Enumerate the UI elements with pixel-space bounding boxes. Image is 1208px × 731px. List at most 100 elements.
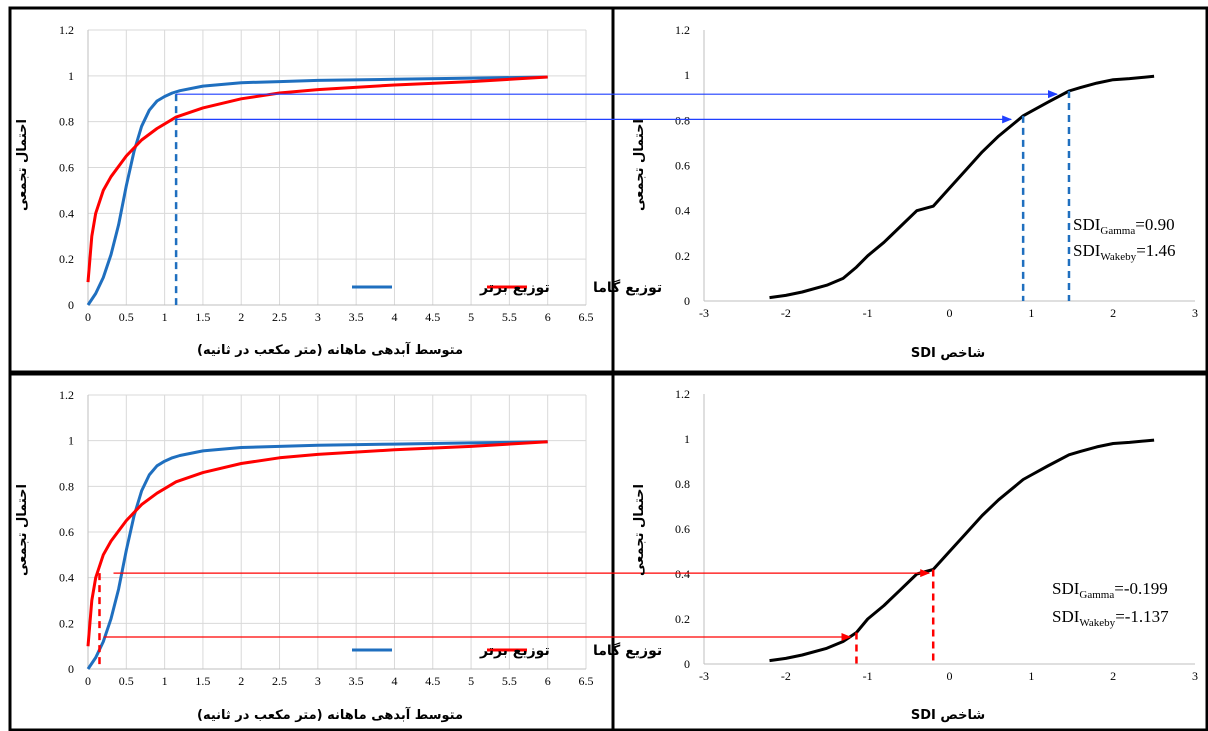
panel-border-bottom-right (611, 372, 1208, 731)
y-tick-label: 0.6 (59, 161, 74, 175)
x-tick-label: 0.5 (119, 674, 134, 688)
x-tick-label: 0 (947, 306, 953, 320)
y-tick-label: 0.8 (675, 477, 690, 491)
y-tick-label: 1 (684, 432, 690, 446)
x-tick-label: 2 (238, 674, 244, 688)
x-tick-label: 3 (315, 310, 321, 324)
flow-chart-top: 0 0.5 1 1.5 2 2.5 3 3.5 4 4.5 5 5.5 6 6.5 0 0.2 0.4 0.6 0.… (59, 23, 594, 324)
x-tick-label: 6 (545, 310, 551, 324)
x-tick-label: 5 (468, 310, 474, 324)
y-tick-label: 0 (684, 294, 690, 308)
legend-label-gamma: توزیع گاما (593, 642, 662, 659)
x-tick-label: 1 (162, 310, 168, 324)
x-tick-label: -1 (863, 306, 873, 320)
x-tick-label: 4 (391, 674, 397, 688)
y-tick-label: 0.2 (675, 612, 690, 626)
x-tick-label: 2.5 (272, 310, 287, 324)
y-tick-label: 1 (68, 434, 74, 448)
legend-bottom: توزیع گاما توزیع برتر (352, 642, 662, 659)
y-tick-label: 0.4 (675, 204, 690, 218)
y-tick-label: 0.2 (675, 249, 690, 263)
annotation-sdi-gamma-bottom: SDIGamma=-0.199 (1052, 579, 1168, 601)
sdi-chart-bottom: -3 -2 -1 0 1 2 3 0 0.2 0.4 0.6 0.8 1 1.2 (675, 387, 1198, 683)
series-line-wakeby (86, 75, 548, 306)
y-tick-label: 1 (68, 69, 74, 83)
x-tick-label: 0 (85, 310, 91, 324)
x-tick-label: -3 (699, 669, 709, 683)
panel-border-top-left (8, 6, 615, 374)
x-axis-label-flow-top: متوسط آبدهی ماهانه (متر مکعب در ثانیه) (197, 341, 463, 358)
x-tick-label: 6.5 (579, 310, 594, 324)
sdi-chart-top: -3 -2 -1 0 1 2 3 0 0.2 0.4 0.6 0.8 1 1.2 (675, 23, 1198, 320)
y-tick-label: 0.6 (675, 522, 690, 536)
x-tick-label: -2 (781, 306, 791, 320)
x-tick-label: 1.5 (195, 674, 210, 688)
x-tick-label: 6 (545, 674, 551, 688)
y-tick-label: 1.2 (675, 387, 690, 401)
x-tick-label: 1.5 (195, 310, 210, 324)
y-tick-label: 0.8 (675, 113, 690, 127)
y-tick-label: 1.2 (59, 23, 74, 37)
connector-arrows (98, 90, 1071, 669)
annotation-sdi-gamma-top: SDIGamma=0.90 (1073, 215, 1175, 237)
series-line-wakeby (86, 440, 548, 670)
y-tick-label: 0.4 (59, 571, 74, 585)
x-tick-label: 3.5 (349, 310, 364, 324)
y-tick-label: 0.6 (675, 159, 690, 173)
series-line-normal-cdf (769, 74, 1155, 300)
x-tick-label: 5 (468, 674, 474, 688)
panel-border-top-right (611, 6, 1208, 374)
y-tick-label: 0.4 (59, 206, 74, 220)
x-tick-label: 0 (85, 674, 91, 688)
x-tick-label: 0.5 (119, 310, 134, 324)
annotation-sdi-wakeby-bottom: SDIWakeby=-1.137 (1052, 607, 1169, 629)
x-tick-label: 3 (315, 674, 321, 688)
x-axis-label-sdi-bottom: شاخص SDI (911, 708, 985, 723)
y-tick-label: 0.8 (59, 479, 74, 493)
series-line-gamma (86, 440, 548, 647)
x-tick-label: 2 (1110, 669, 1116, 683)
x-tick-label: 6.5 (579, 674, 594, 688)
panel-border-bottom-left (8, 372, 615, 731)
x-tick-label: 1 (162, 674, 168, 688)
x-tick-label: 3.5 (349, 674, 364, 688)
series-line-gamma (86, 75, 548, 283)
y-tick-label: 0.2 (59, 616, 74, 630)
x-tick-label: -2 (781, 669, 791, 683)
y-tick-label: 0.6 (59, 525, 74, 539)
x-tick-label: 2 (1110, 306, 1116, 320)
annotation-sdi-wakeby-top: SDIWakeby=1.46 (1073, 241, 1176, 263)
y-tick-label: 1.2 (59, 388, 74, 402)
y-axis-label-sdi-top: احتمال تجمعی (632, 119, 647, 211)
x-tick-label: 0 (947, 669, 953, 683)
x-axis-label-flow-bottom: متوسط آبدهی ماهانه (متر مکعب در ثانیه) (197, 706, 463, 723)
y-tick-label: 1.2 (675, 23, 690, 37)
flow-chart-bottom: 0 0.5 1 1.5 2 2.5 3 3.5 4 4.5 5 5.5 6 6.5 0 0.2 0.4 0.6 0.… (59, 388, 594, 688)
y-tick-label: 0.8 (59, 115, 74, 129)
legend-top: توزیع گاما توزیع برتر (352, 279, 662, 296)
x-tick-label: 1 (1028, 669, 1034, 683)
x-tick-label: 5.5 (502, 310, 517, 324)
y-axis-label-flow-top: احتمال تجمعی (15, 119, 30, 211)
y-axis-label-flow-bottom: احتمال تجمعی (15, 484, 30, 576)
y-tick-label: 0.2 (59, 252, 74, 266)
x-tick-label: 3 (1192, 306, 1198, 320)
y-tick-label: 0 (684, 657, 690, 671)
legend-label-wakeby: توزیع برتر (479, 280, 550, 296)
y-tick-label: 1 (684, 68, 690, 82)
legend-label-gamma: توزیع گاما (593, 279, 662, 296)
x-tick-label: 4.5 (425, 310, 440, 324)
x-tick-label: 2.5 (272, 674, 287, 688)
x-tick-label: 5.5 (502, 674, 517, 688)
x-tick-label: 1 (1028, 306, 1034, 320)
x-axis-label-sdi-top: شاخص SDI (911, 346, 985, 361)
legend-label-wakeby: توزیع برتر (479, 643, 550, 659)
x-tick-label: 2 (238, 310, 244, 324)
y-tick-label: 0.4 (675, 567, 690, 581)
y-tick-label: 0 (68, 662, 74, 676)
x-tick-label: 4.5 (425, 674, 440, 688)
series-line-normal-cdf (769, 438, 1155, 663)
x-tick-label: -3 (699, 306, 709, 320)
x-tick-label: -1 (863, 669, 873, 683)
